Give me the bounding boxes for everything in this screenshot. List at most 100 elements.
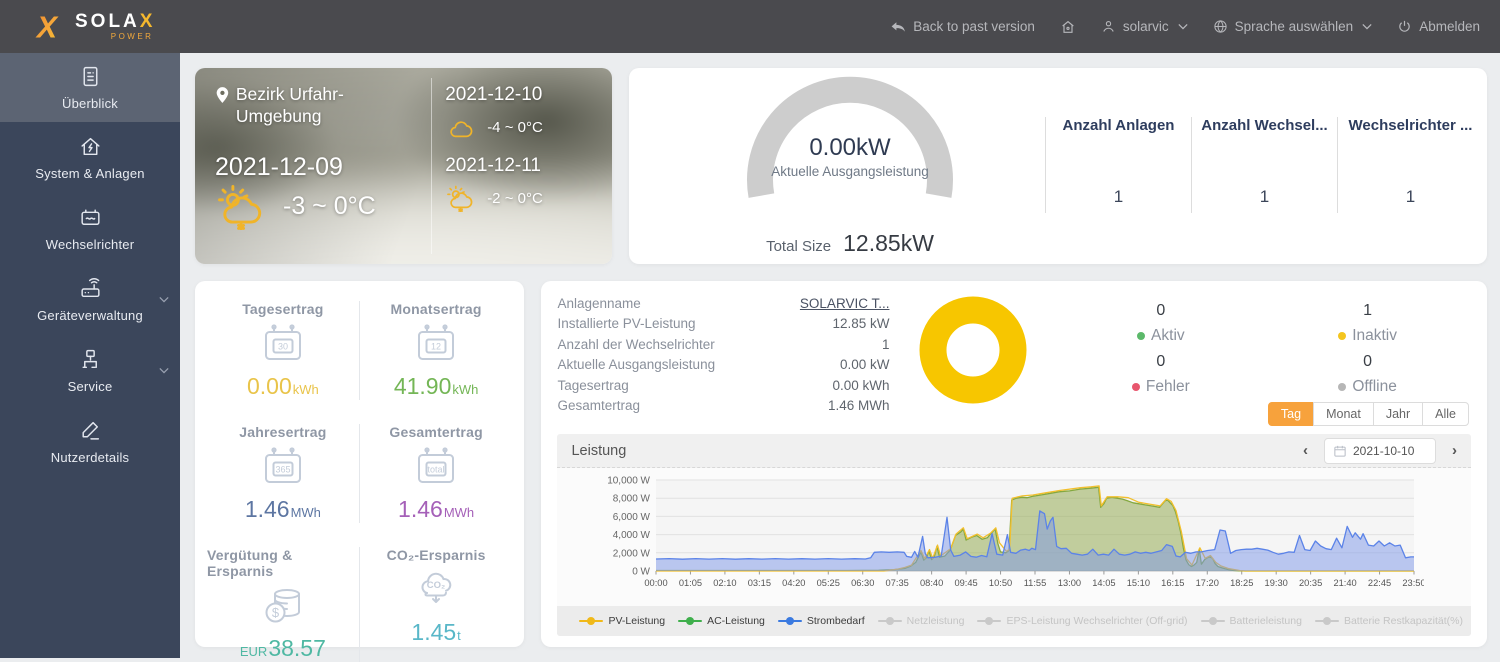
svg-text:18:25: 18:25 — [1230, 578, 1253, 588]
stat-value: 1.45 t — [411, 619, 461, 645]
plant-info-label: Tagesertrag — [557, 377, 629, 393]
home-button[interactable] — [1060, 19, 1076, 35]
plant-info-row: Tagesertrag 0.00 kWh — [557, 376, 889, 396]
sidebar-item-ger-teverwaltung[interactable]: Geräteverwaltung — [0, 264, 180, 335]
stat-value: 41.90 kWh — [393, 373, 479, 399]
total-size-label: Total Size — [766, 238, 832, 255]
legend-label: AC-Leistung — [707, 615, 765, 627]
legend-label: EPS-Leistung Wechselrichter (Off-grid) — [1006, 615, 1188, 627]
globe-icon — [1213, 20, 1227, 33]
legend-item-eps-leistung-wechselrichter-off-grid[interactable]: EPS-Leistung Wechselrichter (Off-grid) — [977, 615, 1188, 627]
stat-monatsertrag: Monatsertrag 12 41.90 kWh — [360, 301, 513, 400]
date-picker-value: 2021-10-10 — [1353, 443, 1415, 458]
language-menu[interactable]: Sprache auswählen — [1213, 19, 1373, 34]
next-date-button[interactable]: › — [1452, 442, 1457, 459]
weather-shade — [195, 68, 612, 264]
legend-item-batterieleistung[interactable]: Batterieleistung — [1200, 615, 1302, 627]
chevron-down-icon — [159, 296, 169, 303]
plant-status-donut — [889, 294, 1057, 406]
sidebar-item-label: Geräteverwaltung — [37, 308, 143, 323]
legend-marker — [977, 617, 1002, 625]
status-dot — [1137, 332, 1146, 340]
svg-text:03:15: 03:15 — [748, 578, 771, 588]
home-icon — [1062, 20, 1074, 33]
tab-alle[interactable]: Alle — [1422, 402, 1469, 426]
stat-label: Tagesertrag — [242, 301, 324, 317]
legend-item-pv-leistung[interactable]: PV-Leistung — [579, 615, 665, 627]
current-output-value: 0.00kW — [809, 134, 891, 161]
logout-button[interactable]: Abmelden — [1397, 19, 1480, 34]
calendar-icon — [1334, 445, 1346, 457]
chevron-down-icon — [1362, 23, 1372, 30]
sidebar-item-berblick[interactable]: Überblick — [0, 53, 180, 122]
device-management-icon — [78, 276, 103, 301]
forecast-temp: -2 ~ 0°C — [487, 190, 543, 207]
weather-today-temp: -3 ~ 0°C — [283, 192, 376, 221]
weather-background-image — [195, 68, 612, 264]
legend-marker — [579, 617, 604, 625]
legend-item-strombedarf[interactable]: Strombedarf — [777, 615, 865, 627]
legend-marker — [877, 617, 902, 625]
back-to-past-version-link[interactable]: Back to past version — [890, 19, 1035, 34]
status-label: Fehler — [1145, 378, 1190, 395]
user-menu[interactable]: solarvic — [1101, 19, 1188, 34]
sidebar-item-system-anlagen[interactable]: System & Anlagen — [0, 122, 180, 193]
stat-label: Vergütung & Ersparnis — [207, 547, 293, 579]
power-icon — [1399, 20, 1410, 32]
brand-text: SOLA — [75, 10, 140, 32]
plant-info-value: 1.46 MWh — [827, 398, 890, 414]
current-output-label: Aktuelle Ausgangsleistung — [771, 164, 929, 179]
sidebar-item-nutzerdetails[interactable]: Nutzerdetails — [0, 406, 180, 477]
chart-title: Leistung — [571, 442, 627, 459]
legend-label: Netzleistung — [906, 615, 965, 627]
chevron-down-icon — [159, 367, 169, 374]
forecast-date: 2021-12-10 — [445, 84, 543, 105]
status-label: Offline — [1352, 378, 1397, 395]
legend-label: PV-Leistung — [608, 615, 666, 627]
forecast-date: 2021-12-11 — [445, 155, 541, 176]
tab-monat[interactable]: Monat — [1313, 402, 1374, 426]
sidebar-item-wechselrichter[interactable]: Wechselrichter — [0, 193, 180, 264]
reply-arrow-icon — [891, 21, 906, 32]
summary-column-header: Wechselrichter ... — [1348, 117, 1473, 134]
weather-today-date: 2021-12-09 — [215, 152, 343, 181]
legend-item-ac-leistung[interactable]: AC-Leistung — [678, 615, 765, 627]
main-content: Bezirk Urfahr-Umgebung 2021-12-09 -3 ~ 0… — [180, 53, 1500, 662]
svg-text:0 W: 0 W — [632, 567, 650, 578]
stat-jahresertrag: Jahresertrag 365 1.46 MWh — [207, 424, 360, 523]
legend-marker — [777, 617, 802, 625]
sidebar-item-label: Wechselrichter — [45, 237, 135, 252]
svg-text:$: $ — [272, 605, 280, 620]
status-fehler: 0 Fehler — [1057, 349, 1264, 400]
stat-verg-tung-ersparnis: Vergütung & Ersparnis $ EUR 38.57 — [207, 547, 360, 662]
total-size-value: 12.85kW — [843, 230, 934, 256]
date-picker[interactable]: 2021-10-10 — [1324, 437, 1436, 464]
svg-text:15:10: 15:10 — [1127, 578, 1150, 588]
plant-info-row: Gesamtertrag 1.46 MWh — [557, 396, 889, 416]
plant-info-label: Anzahl der Wechselrichter — [557, 336, 715, 352]
plant-icon — [78, 134, 103, 159]
stat-value: 1.46 MWh — [398, 496, 475, 522]
svg-text:365: 365 — [275, 465, 290, 475]
sidebar-item-service[interactable]: Service — [0, 335, 180, 406]
tab-tag[interactable]: Tag — [1267, 402, 1315, 426]
stat-label: Monatsertrag — [390, 301, 482, 317]
plant-name-link[interactable]: SOLARVIC T... — [799, 296, 890, 311]
svg-text:16:15: 16:15 — [1161, 578, 1184, 588]
prev-date-button[interactable]: ‹ — [1303, 442, 1308, 459]
legend-item-netzleistung[interactable]: Netzleistung — [877, 615, 965, 627]
plant-info-row: Anlagenname SOLARVIC T... — [557, 294, 889, 314]
output-gauge: 0.00kW Aktuelle Ausgangsleistung — [735, 76, 965, 212]
svg-text:8,000 W: 8,000 W — [613, 494, 651, 505]
legend-item-batterie-restkapazit-t[interactable]: Batterie Restkapazität(%) — [1314, 615, 1463, 627]
stat-label: Gesamtertrag — [389, 424, 483, 440]
status-offline: 0 Offline — [1264, 349, 1471, 400]
svg-text:20:35: 20:35 — [1299, 578, 1322, 588]
status-dot — [1338, 383, 1347, 391]
svg-text:07:35: 07:35 — [886, 578, 909, 588]
stat-label: CO₂-Ersparnis — [386, 547, 486, 563]
stat-co-ersparnis: CO₂-Ersparnis CO₂ 1.45 t — [360, 547, 513, 662]
status-inaktiv: 1 Inaktiv — [1264, 298, 1471, 349]
tab-jahr[interactable]: Jahr — [1372, 402, 1424, 426]
stat-value: 1.46 MWh — [244, 496, 321, 522]
